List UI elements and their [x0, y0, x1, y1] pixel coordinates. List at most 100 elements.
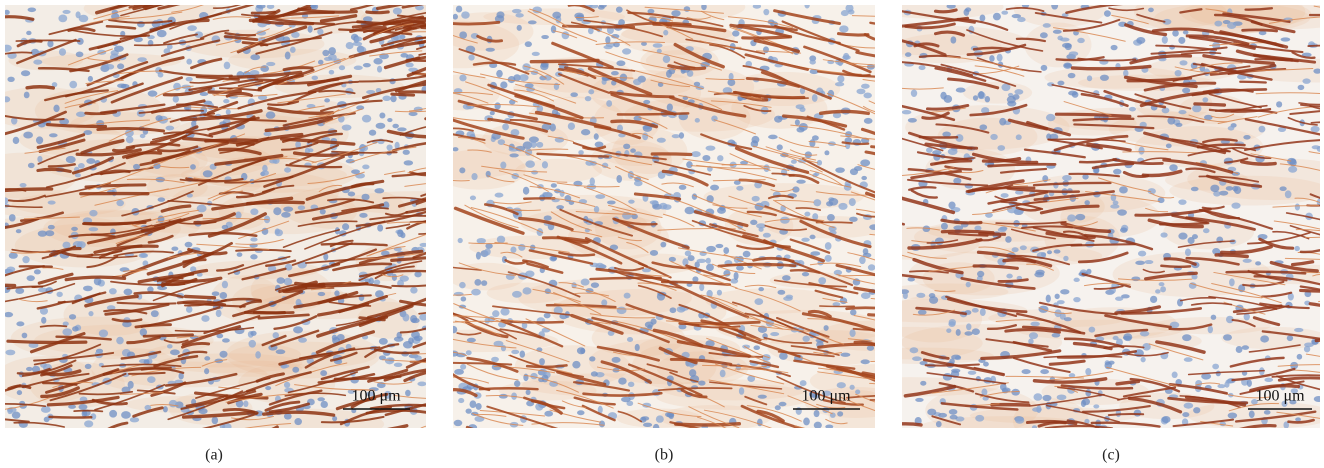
nucleus: [618, 378, 626, 385]
nucleus: [840, 297, 847, 304]
nucleus: [157, 30, 167, 37]
fiber: [839, 34, 868, 35]
fiber: [1311, 435, 1324, 440]
nucleus: [657, 138, 666, 143]
nucleus: [1029, 332, 1038, 339]
nucleus: [502, 123, 509, 130]
nucleus: [1185, 249, 1191, 257]
nucleus: [978, 91, 984, 99]
nucleus: [185, 242, 193, 248]
nucleus: [250, 237, 257, 241]
nucleus: [1064, 63, 1072, 67]
nucleus: [551, 25, 556, 33]
nucleus: [15, 288, 24, 294]
nucleus: [849, 329, 855, 337]
nucleus: [809, 139, 815, 147]
nucleus: [109, 410, 117, 418]
nucleus: [770, 332, 779, 336]
nucleus: [312, 76, 319, 80]
nucleus: [459, 74, 466, 81]
nucleus: [461, 296, 467, 301]
nucleus: [405, 390, 411, 397]
nucleus: [539, 369, 547, 376]
fiber: [118, 303, 176, 304]
fiber: [1149, 430, 1178, 438]
nucleus: [1162, 36, 1168, 44]
nucleus: [804, 212, 810, 217]
nucleus: [414, 271, 421, 277]
nucleus: [510, 247, 516, 253]
nucleus: [1115, 296, 1123, 300]
nucleus: [616, 60, 625, 66]
nucleus: [706, 246, 716, 252]
nucleus: [1217, 384, 1225, 388]
nucleus: [800, 380, 807, 386]
nucleus: [942, 132, 951, 137]
nucleus: [1001, 193, 1009, 198]
nucleus: [656, 415, 664, 422]
stroma-wash: [1181, 0, 1311, 28]
nucleus: [212, 416, 218, 424]
nucleus: [1077, 38, 1085, 43]
nucleus: [796, 104, 805, 109]
nucleus: [511, 350, 519, 354]
nucleus: [21, 70, 30, 76]
nucleus: [1203, 228, 1210, 233]
nucleus: [470, 196, 476, 201]
nucleus: [1295, 203, 1300, 210]
nucleus: [908, 118, 917, 123]
panel-caption: (c): [1102, 447, 1120, 464]
nucleus: [1236, 346, 1243, 353]
nucleus: [62, 242, 70, 249]
panel-caption: (a): [205, 447, 223, 464]
nucleus: [588, 89, 594, 94]
nucleus: [53, 105, 59, 112]
nucleus: [517, 25, 522, 31]
nucleus: [997, 145, 1005, 151]
nucleus: [577, 410, 584, 415]
nucleus: [1117, 209, 1127, 215]
nucleus: [419, 243, 428, 247]
nucleus: [363, 63, 371, 67]
fiber: [367, 12, 388, 13]
nucleus: [99, 330, 108, 338]
nucleus: [348, 192, 355, 197]
nucleus: [1178, 110, 1186, 114]
nucleus: [1104, 10, 1111, 17]
nucleus: [318, 292, 326, 296]
nucleus: [622, 48, 631, 54]
nucleus: [1227, 22, 1236, 29]
nucleus: [861, 359, 870, 364]
nucleus: [902, 110, 912, 114]
nucleus: [1242, 345, 1249, 350]
nucleus: [1036, 405, 1041, 413]
nucleus: [528, 20, 537, 24]
nucleus: [1216, 371, 1221, 377]
nucleus: [1192, 105, 1201, 113]
nucleus: [222, 338, 230, 342]
nucleus: [956, 88, 966, 93]
nucleus: [226, 109, 231, 115]
nucleus: [454, 420, 463, 426]
nucleus: [1138, 251, 1146, 257]
nucleus: [643, 100, 650, 104]
nucleus: [1178, 233, 1187, 240]
nucleus: [966, 323, 971, 330]
scale-label: 100 μm: [801, 388, 851, 405]
nucleus: [1085, 389, 1091, 396]
panel-caption: (b): [655, 447, 674, 464]
nucleus: [1017, 17, 1025, 22]
nucleus: [612, 357, 621, 363]
nucleus: [835, 82, 844, 86]
nucleus: [1175, 70, 1182, 76]
nucleus: [796, 127, 804, 132]
nucleus: [1033, 393, 1042, 401]
nucleus: [1210, 185, 1219, 193]
nucleus: [34, 269, 41, 274]
nucleus: [824, 150, 829, 155]
nucleus: [1001, 11, 1008, 15]
fiber: [16, 40, 79, 41]
nucleus: [641, 42, 647, 46]
nucleus: [1005, 236, 1011, 243]
nucleus: [28, 7, 37, 12]
